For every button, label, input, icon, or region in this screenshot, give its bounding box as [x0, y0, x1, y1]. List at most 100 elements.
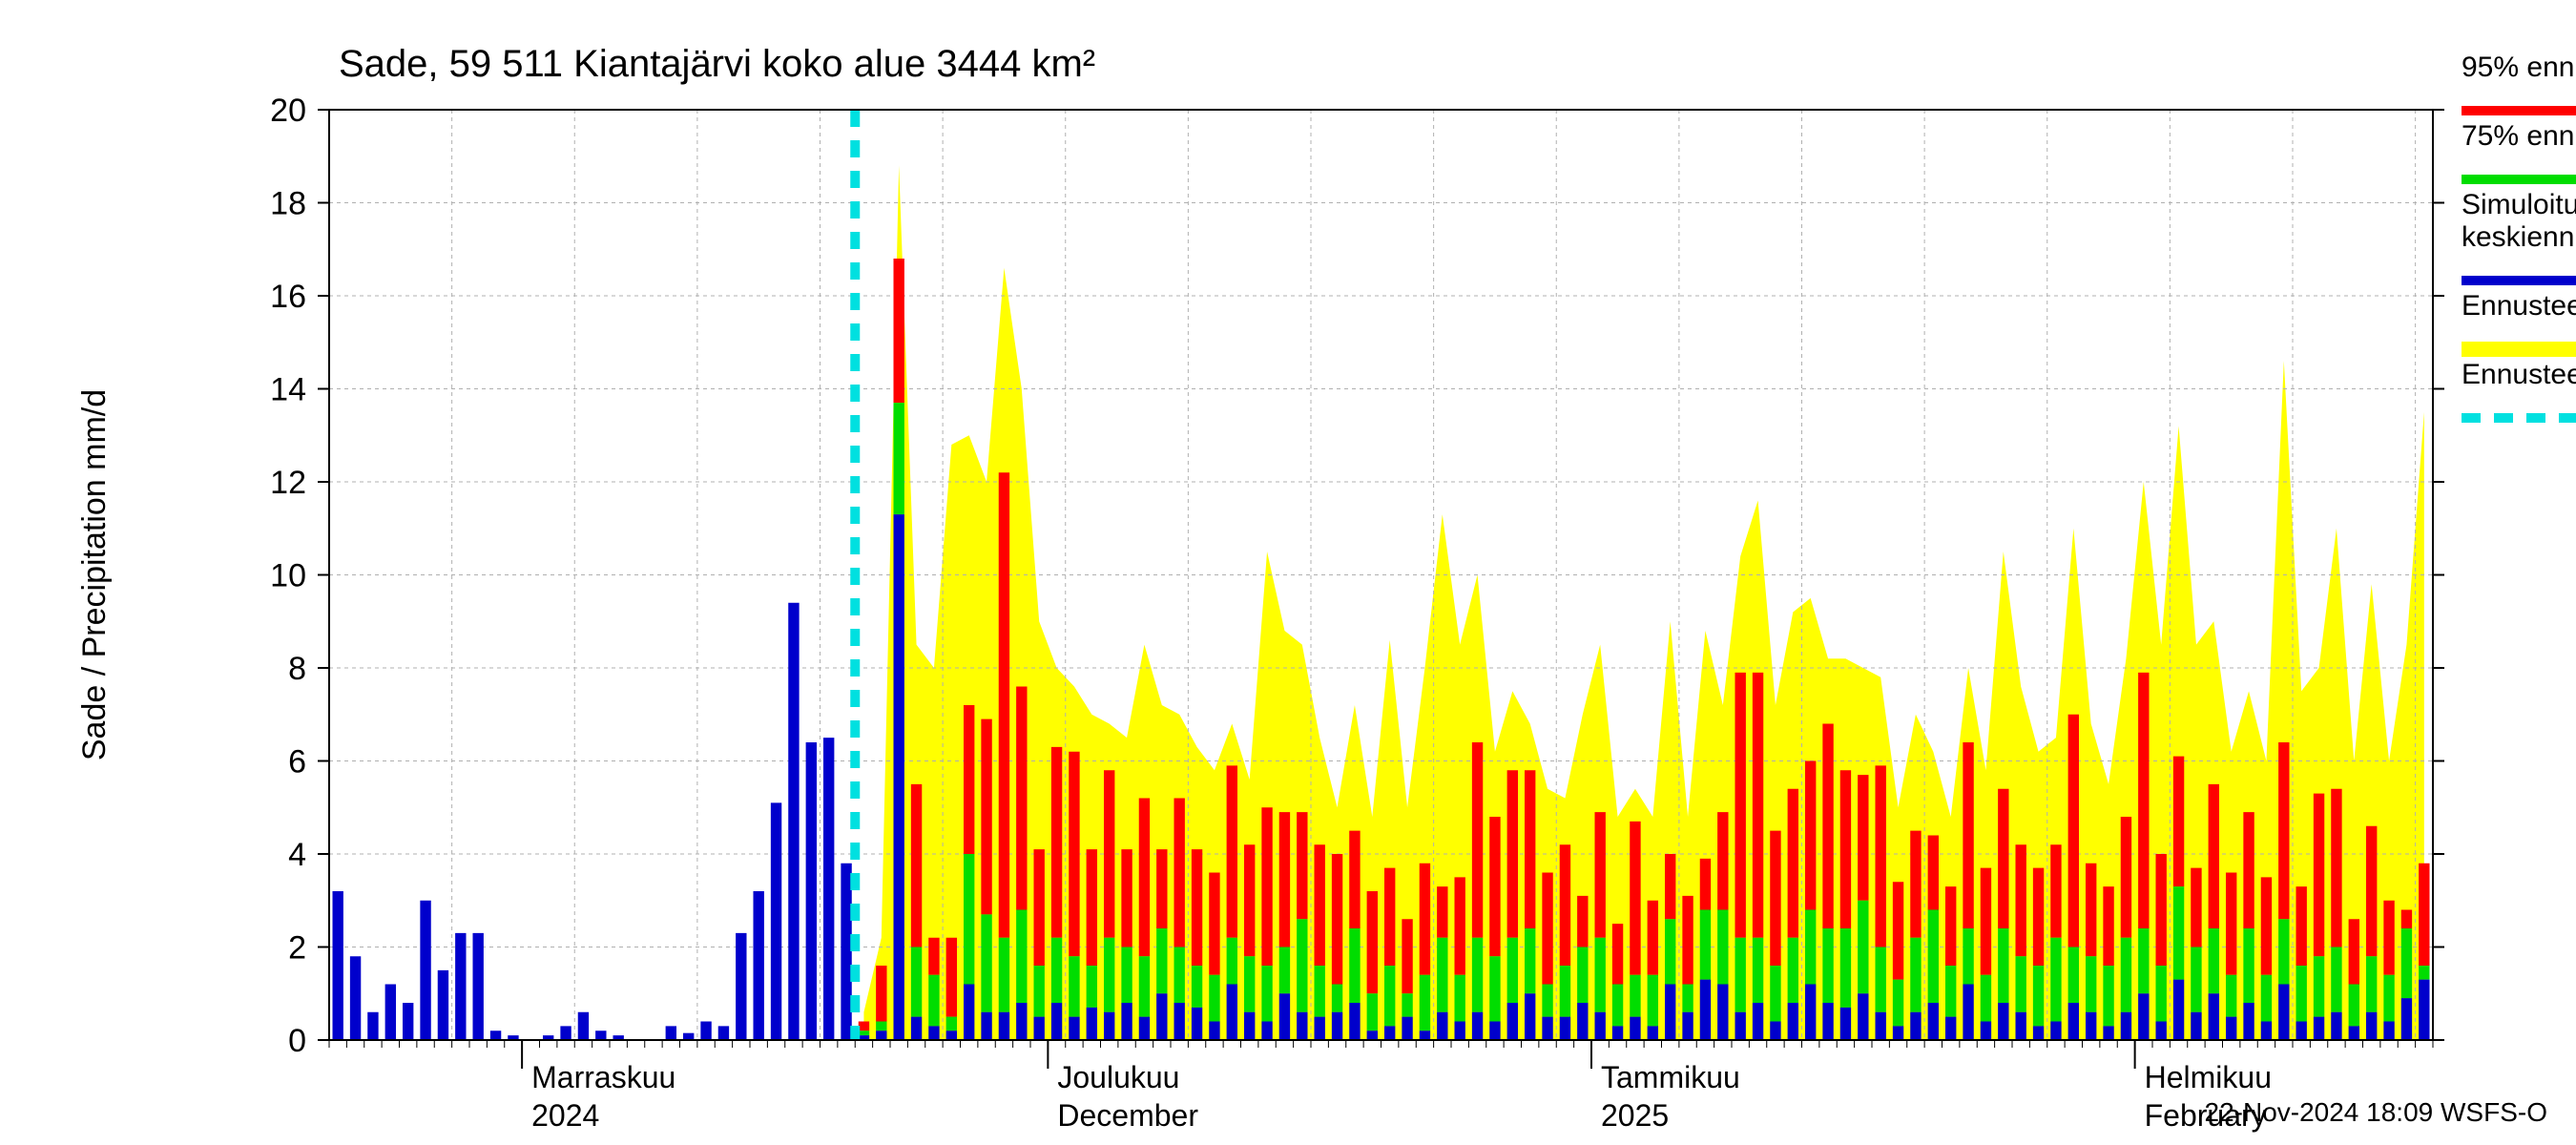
bar-p95: [1682, 896, 1693, 985]
legend-label: Ennusteen vaihteluväli: [2462, 290, 2576, 322]
bar-p75: [1630, 975, 1640, 1017]
bar-p95: [2086, 864, 2096, 957]
bar-sim: [1367, 1030, 1378, 1040]
bar-p95: [999, 472, 1009, 938]
bar-p95: [1998, 789, 2008, 928]
bar-p75: [999, 938, 1009, 1012]
bar-sim: [1297, 1012, 1307, 1040]
bar-sim: [1875, 1012, 1885, 1040]
bar-p75: [1104, 938, 1114, 1012]
bar-p95: [1420, 864, 1430, 975]
bar-p95: [1805, 761, 1816, 910]
bar-p75: [1087, 966, 1097, 1008]
bar-p75: [1367, 993, 1378, 1030]
ytick-label: 6: [288, 744, 306, 781]
bar-p95: [1437, 886, 1447, 938]
bar-sim: [1893, 1026, 1903, 1040]
ytick-label: 20: [270, 93, 306, 129]
bar-sim: [1227, 985, 1237, 1041]
bar-sim: [1209, 1022, 1219, 1041]
chart-svg: 02468101214161820Marraskuu2024JoulukuuDe…: [0, 0, 2576, 1145]
bar-p75: [1227, 938, 1237, 985]
bar-p75: [1858, 901, 1868, 994]
bar-p75: [2173, 886, 2184, 980]
bar-sim: [1016, 1003, 1027, 1040]
bar-p75: [1893, 980, 1903, 1027]
bar-p95: [1349, 831, 1360, 928]
bar-sim: [420, 901, 430, 1040]
bar-p75: [1805, 910, 1816, 985]
bar-sim: [1805, 985, 1816, 1041]
bar-p75: [1051, 938, 1062, 1003]
bar-p95: [1612, 924, 1623, 984]
bar-p95: [1156, 849, 1167, 928]
bar-sim: [2015, 1012, 2025, 1040]
bar-sim: [964, 985, 974, 1041]
bar-p95: [1192, 849, 1202, 966]
bar-p95: [1981, 868, 1991, 975]
bar-sim: [1770, 1022, 1780, 1041]
bar-p95: [1104, 770, 1114, 938]
bar-p95: [946, 938, 957, 1017]
legend-label: 95% ennuste: [2462, 52, 2576, 83]
bar-sim: [788, 603, 799, 1040]
bar-sim: [1156, 993, 1167, 1040]
bar-p75: [1489, 956, 1500, 1021]
bar-sim: [1069, 1017, 1079, 1040]
ytick-label: 8: [288, 651, 306, 687]
bar-sim: [2209, 993, 2219, 1040]
bar-p95: [1858, 775, 1868, 901]
bar-p75: [1963, 928, 1973, 985]
bar-p75: [1560, 966, 1570, 1017]
bar-p75: [876, 1022, 886, 1031]
bar-p75: [964, 854, 974, 985]
bar-sim: [736, 933, 746, 1040]
bar-sim: [455, 933, 466, 1040]
bar-sim: [1560, 1017, 1570, 1040]
ytick-label: 18: [270, 186, 306, 222]
bar-sim: [666, 1026, 676, 1040]
bar-p95: [1753, 673, 1763, 938]
bar-sim: [2173, 980, 2184, 1040]
bar-sim: [2296, 1022, 2306, 1041]
bar-p75: [1507, 938, 1518, 1003]
bar-p75: [1700, 910, 1711, 980]
bar-p75: [1033, 966, 1044, 1017]
bar-sim: [1717, 985, 1728, 1041]
bar-sim: [1507, 1003, 1518, 1040]
bar-p75: [1297, 919, 1307, 1012]
bar-p95: [1963, 742, 1973, 928]
bar-p75: [1788, 938, 1798, 1003]
bar-sim: [1121, 1003, 1132, 1040]
bar-p95: [2191, 868, 2201, 947]
bar-p75: [1139, 956, 1150, 1016]
bar-sim: [2121, 1012, 2131, 1040]
bar-p95: [1717, 812, 1728, 909]
bar-p95: [964, 705, 974, 854]
bar-sim: [1928, 1003, 1939, 1040]
bar-p95: [1928, 836, 1939, 910]
bar-p75: [2015, 956, 2025, 1012]
bar-p75: [1192, 966, 1202, 1008]
bar-sim: [1420, 1030, 1430, 1040]
bar-p75: [1840, 928, 1851, 1008]
legend-label: keskiennuste: [2462, 221, 2576, 253]
bar-p95: [1261, 807, 1272, 966]
bar-p75: [1770, 966, 1780, 1022]
bar-p95: [1087, 849, 1097, 966]
month-label-en: December: [1057, 1098, 1198, 1133]
bar-sim: [1192, 1008, 1202, 1040]
month-label-fi: Tammikuu: [1601, 1060, 1740, 1094]
bar-p95: [2138, 673, 2149, 928]
bar-p75: [2296, 966, 2306, 1022]
bar-p75: [2314, 956, 2324, 1016]
bar-sim: [1700, 980, 1711, 1040]
bar-sim: [999, 1012, 1009, 1040]
bar-p95: [2296, 886, 2306, 966]
bar-p95: [876, 966, 886, 1022]
bar-sim: [1261, 1022, 1272, 1041]
bar-sim: [490, 1030, 501, 1040]
bar-p75: [928, 975, 939, 1027]
bar-sim: [2261, 1022, 2272, 1041]
bar-sim: [1384, 1026, 1395, 1040]
